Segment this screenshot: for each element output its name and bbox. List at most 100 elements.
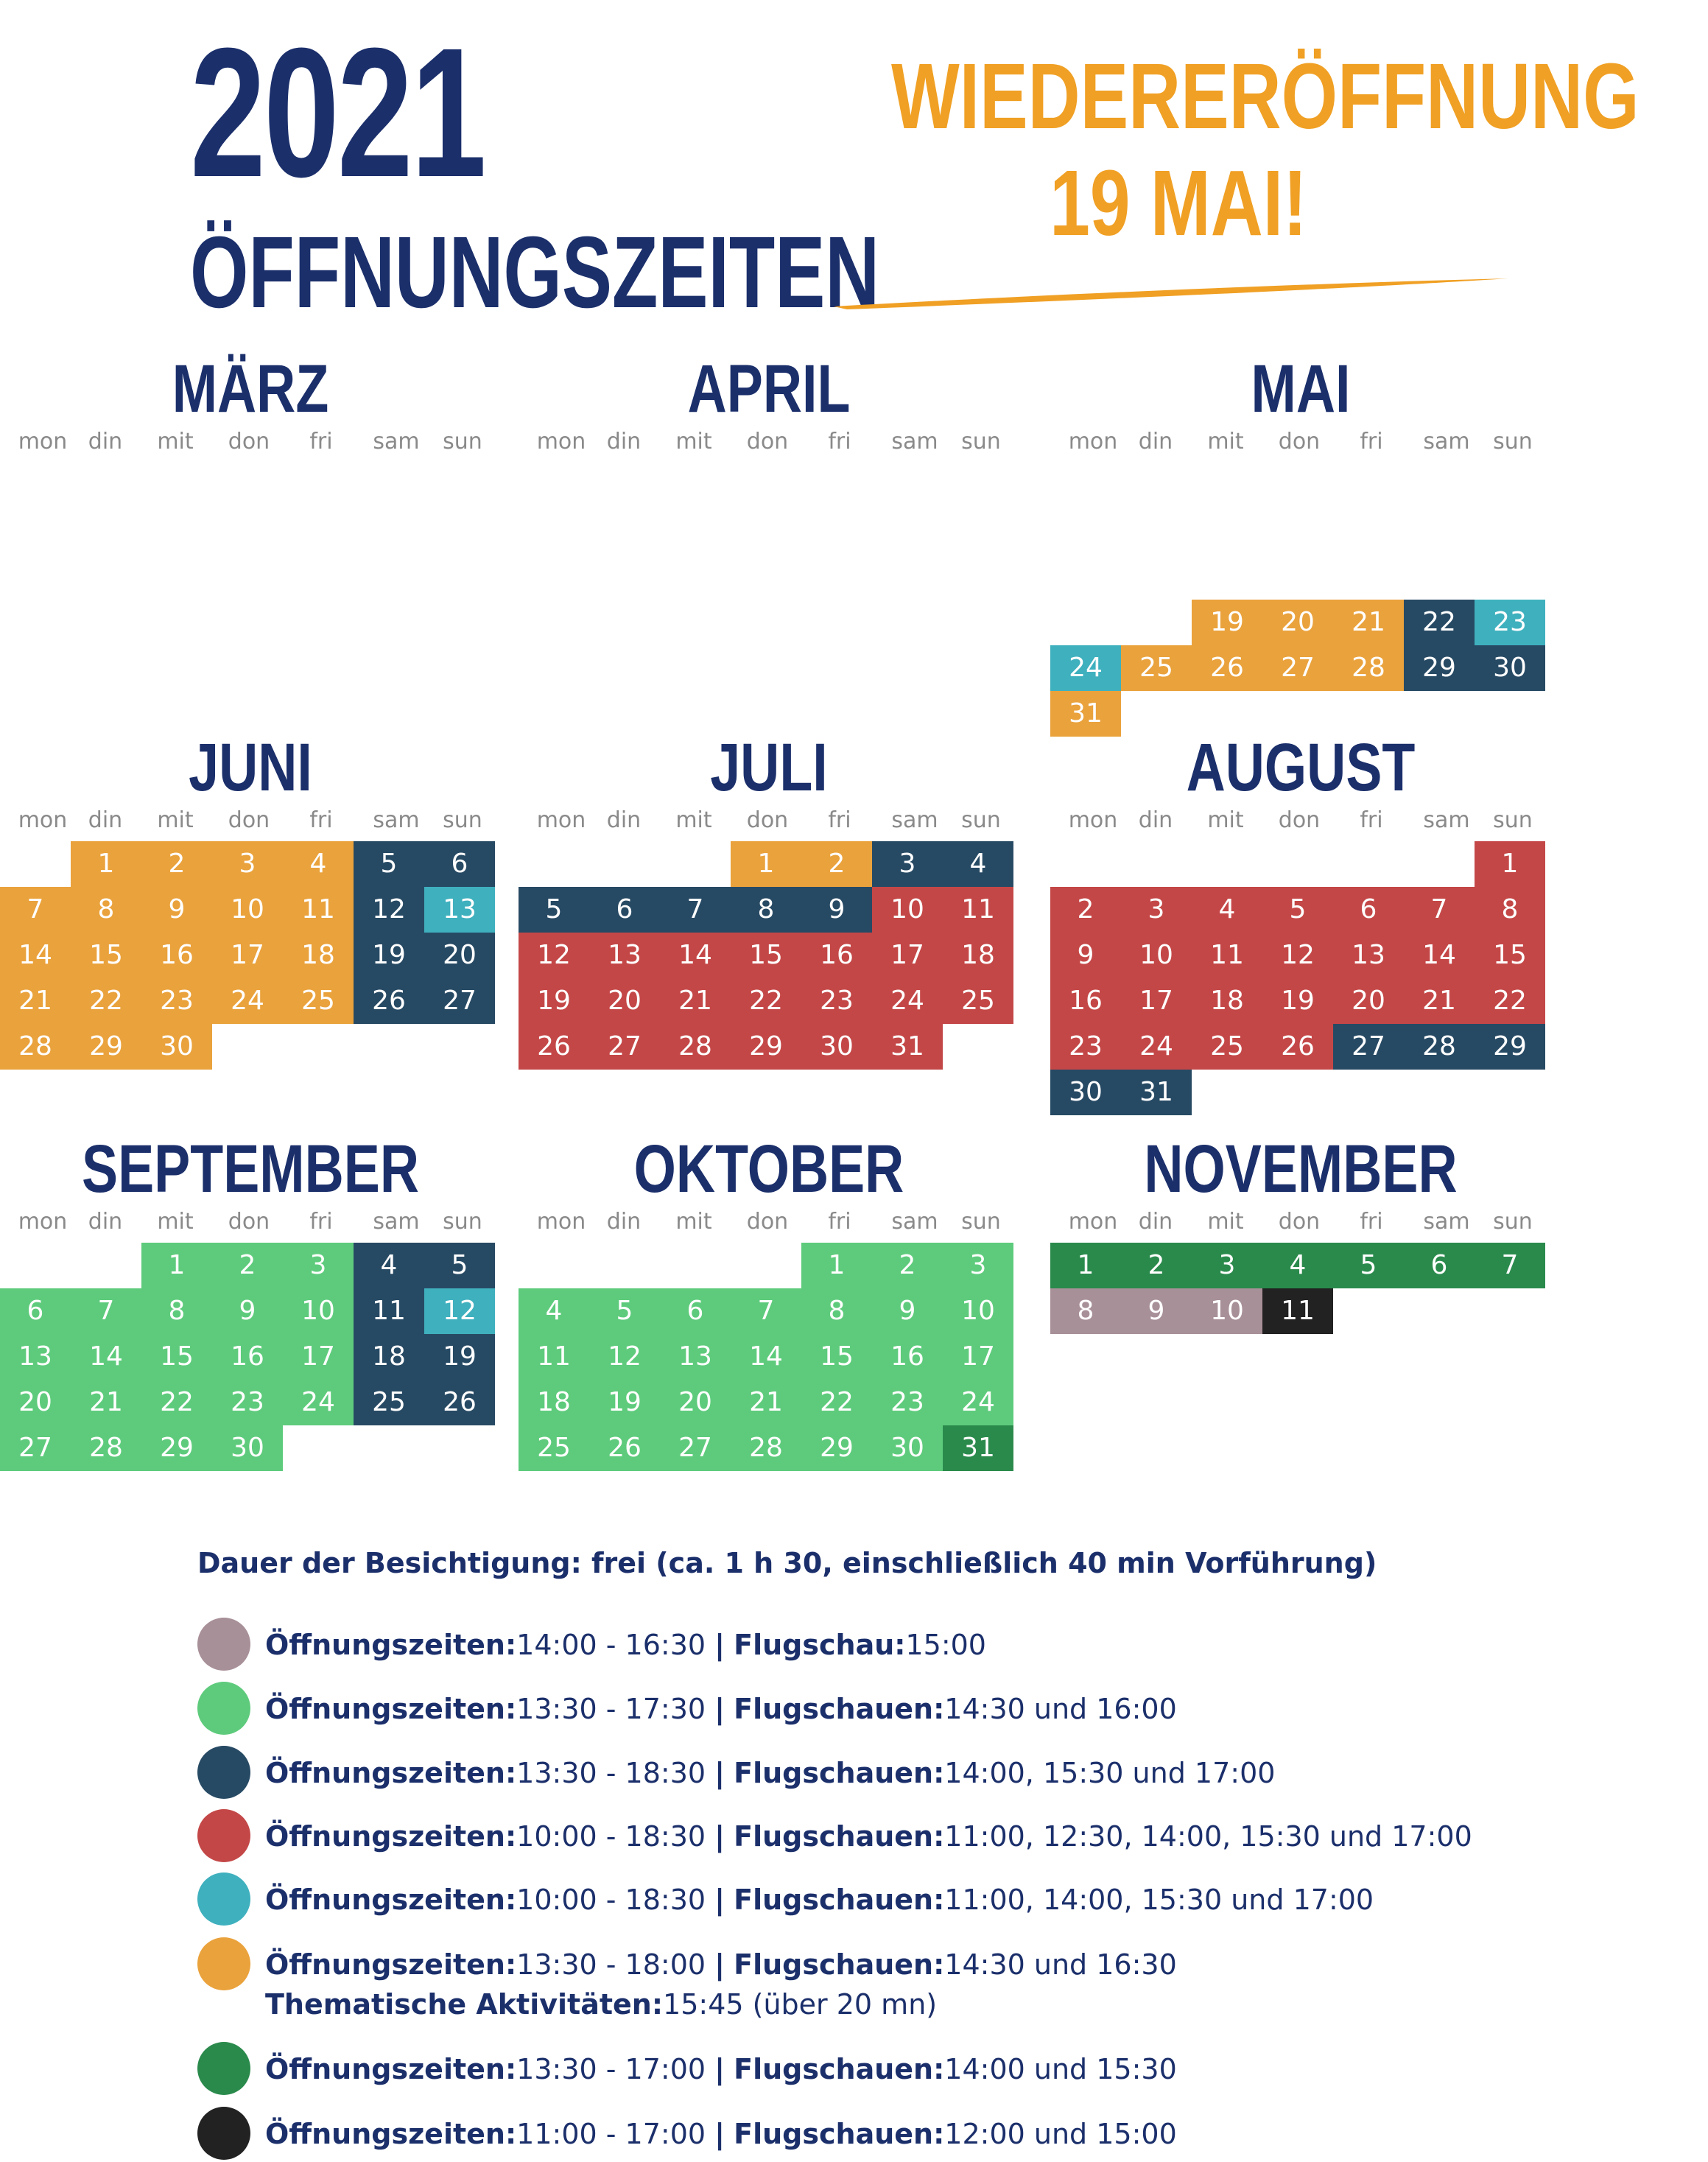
day-cell: 24 (283, 1380, 354, 1425)
shows-value: 14:30 und 16:30 (944, 1948, 1177, 1981)
day-cell: 6 (660, 1288, 731, 1334)
hours-value: 14:00 - 16:30 (516, 1629, 706, 1661)
weekday-label: sam (373, 1209, 420, 1235)
day-cell: 18 (283, 933, 354, 978)
day-cell: 18 (943, 933, 1013, 978)
day-cell: 28 (71, 1425, 141, 1471)
legend-color-dot (197, 1746, 250, 1799)
weekday-header: mon din mit don fri sam sun (1050, 1209, 1551, 1238)
separator: | (714, 2118, 725, 2150)
day-cell: 23 (872, 1380, 943, 1425)
day-cell: 7 (731, 1288, 801, 1334)
visit-duration: Dauer der Besichtigung: frei (ca. 1 h 30… (197, 1547, 1377, 1579)
day-cell: 29 (1475, 1024, 1545, 1070)
weekday-header: mon din mit don fri sam sun (1050, 429, 1551, 458)
day-cell: 1 (801, 1243, 872, 1288)
weekday-label: fri (1360, 1209, 1383, 1235)
weekday-label: mit (1207, 1209, 1244, 1235)
shows-label: Flugschauen: (734, 1693, 945, 1725)
day-cell: 30 (872, 1425, 943, 1471)
weekday-label: don (1278, 1209, 1321, 1235)
day-cell: 3 (1192, 1243, 1262, 1288)
legend-text: Öffnungszeiten:11:00 - 17:00 | Flugschau… (265, 2114, 1177, 2154)
hours-label: Öffnungszeiten: (265, 1884, 517, 1916)
day-cell: 14 (0, 933, 71, 978)
legend-text: Öffnungszeiten:13:30 - 18:00 | Flugschau… (265, 1945, 1177, 2024)
shows-label: Flugschauen: (734, 2118, 945, 2150)
day-cell: 11 (519, 1334, 589, 1380)
weekday-label: sam (1423, 429, 1470, 454)
day-cell: 14 (1404, 933, 1475, 978)
day-cell: 15 (71, 933, 141, 978)
weekday-label: din (88, 429, 123, 454)
day-cell: 9 (801, 887, 872, 933)
day-cell: 22 (141, 1380, 212, 1425)
day-cell: 2 (141, 841, 212, 887)
day-cell: 7 (1404, 887, 1475, 933)
day-cell: 4 (1192, 887, 1262, 933)
weekday-label: sun (961, 1209, 1001, 1235)
shows-value: 11:00, 12:30, 14:00, 15:30 und 17:00 (944, 1820, 1472, 1853)
day-cell: 1 (141, 1243, 212, 1288)
day-cell: 19 (424, 1334, 495, 1380)
day-cell: 3 (283, 1243, 354, 1288)
brush-stroke-decoration (834, 278, 1508, 309)
day-cell: 15 (801, 1334, 872, 1380)
month-name: NOVEMBER (1144, 1131, 1458, 1207)
hours-value: 13:30 - 17:30 (516, 1693, 706, 1725)
day-cell: 21 (0, 978, 71, 1024)
weekday-label: mit (157, 1209, 194, 1235)
day-cell: 19 (1192, 600, 1262, 645)
weekday-label: sun (961, 807, 1001, 833)
day-cell: 6 (0, 1288, 71, 1334)
day-cell: 3 (943, 1243, 1013, 1288)
day-cell: 5 (424, 1243, 495, 1288)
day-cell: 29 (71, 1024, 141, 1070)
day-cell: 2 (801, 841, 872, 887)
title-year: 2021 (190, 10, 487, 215)
day-cell: 11 (943, 887, 1013, 933)
day-cell: 10 (1192, 1288, 1262, 1334)
weekday-header: mon din mit don fri sam sun (0, 1209, 501, 1238)
weekday-header: mon din mit don fri sam sun (519, 807, 1019, 837)
shows-label: Flugschauen: (734, 1757, 945, 1789)
day-cell: 18 (1192, 978, 1262, 1024)
day-cell: 31 (1050, 691, 1121, 737)
weekday-label: din (1138, 429, 1173, 454)
day-cell: 4 (519, 1288, 589, 1334)
weekday-label: don (1278, 429, 1321, 454)
weekday-header: mon din mit don fri sam sun (519, 429, 1019, 458)
legend-text: Öffnungszeiten:13:30 - 17:00 | Flugschau… (265, 2049, 1177, 2089)
day-cell: 12 (424, 1288, 495, 1334)
day-cell: 23 (212, 1380, 283, 1425)
shows-value: 14:00, 15:30 und 17:00 (944, 1757, 1276, 1789)
extra-value: 15:45 (über 20 mn) (663, 1988, 938, 2021)
day-cell: 6 (589, 887, 660, 933)
weekday-label: fri (309, 807, 333, 833)
hours-label: Öffnungszeiten: (265, 1629, 517, 1661)
day-cell: 9 (1050, 933, 1121, 978)
weekday-label: din (1138, 807, 1173, 833)
day-cell: 31 (872, 1024, 943, 1070)
day-cell: 24 (943, 1380, 1013, 1425)
legend-color-dot (197, 2107, 250, 2160)
extra-label: Thematische Aktivitäten: (265, 1988, 664, 2021)
weekday-header: mon din mit don fri sam sun (519, 1209, 1019, 1238)
month-name: APRIL (687, 351, 851, 427)
shows-label: Flugschauen: (734, 2053, 945, 2085)
day-cell: 10 (1121, 933, 1192, 978)
day-cell: 4 (943, 841, 1013, 887)
day-cell: 21 (1333, 600, 1404, 645)
weekday-label: don (228, 807, 270, 833)
day-cell: 25 (943, 978, 1013, 1024)
day-cell: 22 (71, 978, 141, 1024)
reopening-line-1: WIEDERERÖFFNUNG (891, 44, 1640, 148)
day-cell: 28 (1333, 645, 1404, 691)
weekday-label: mon (536, 1209, 586, 1235)
legend-color-dot (197, 1809, 250, 1862)
weekday-label: mit (675, 1209, 712, 1235)
day-cell: 19 (519, 978, 589, 1024)
month-name: JUNI (189, 730, 312, 805)
day-cell: 8 (1475, 887, 1545, 933)
day-cell: 30 (141, 1024, 212, 1070)
